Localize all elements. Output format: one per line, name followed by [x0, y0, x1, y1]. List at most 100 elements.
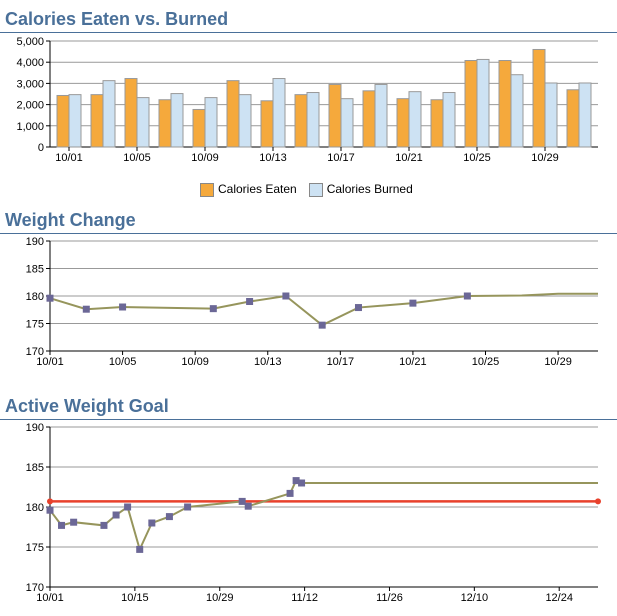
x-tick-label: 10/13	[259, 152, 287, 164]
bar-burned	[408, 91, 422, 148]
bar-burned	[306, 92, 320, 148]
bar-burned	[544, 82, 558, 148]
y-tick-label: 175	[26, 319, 44, 331]
bar-eaten	[498, 60, 512, 148]
bar-eaten	[192, 108, 206, 148]
y-tick-label: 5,000	[16, 36, 44, 48]
bar-burned	[238, 94, 252, 148]
bar-burned	[68, 94, 82, 148]
data-point	[318, 321, 326, 329]
chart-title-weight-change: Weight Change	[5, 210, 136, 230]
bar-burned	[510, 74, 524, 148]
x-tick-label: 10/09	[181, 356, 209, 368]
y-tick-label: 180	[26, 502, 44, 514]
y-tick-label: 185	[26, 462, 44, 474]
goal-endpoint	[47, 498, 53, 505]
data-point	[46, 294, 54, 302]
active-weight-goal-chart: 170 175 180 185 190 10/01 10/15 10/29 11/12 11/26…	[26, 422, 601, 604]
bar-eaten	[56, 94, 70, 148]
data-point	[148, 519, 156, 527]
title-divider	[0, 32, 617, 33]
x-tick-label: 12/24	[545, 592, 573, 604]
x-tick-label: 10/01	[36, 592, 64, 604]
x-tick-label: 10/21	[395, 152, 423, 164]
x-tick-label: 10/01	[36, 356, 64, 368]
legend-eaten: Calories Eaten	[200, 182, 297, 197]
x-tick-label: 10/29	[544, 356, 572, 368]
data-point	[136, 545, 144, 553]
y-tick-label: 3,000	[16, 78, 44, 90]
y-tick-label: 170	[26, 346, 44, 358]
data-point	[184, 503, 192, 511]
weight-line	[49, 292, 598, 327]
bar-eaten	[396, 98, 410, 148]
bar-burned	[136, 97, 150, 148]
data-point	[286, 489, 294, 497]
bar-burned	[102, 80, 116, 148]
data-point	[100, 521, 108, 529]
data-point	[282, 292, 290, 300]
bar-eaten	[328, 83, 342, 148]
x-tick-label: 12/10	[461, 592, 489, 604]
y-tick-label: 170	[26, 582, 44, 594]
bar-burned	[442, 92, 456, 148]
x-tick-label: 10/29	[206, 592, 234, 604]
y-tick-label: 0	[38, 142, 44, 154]
chart-title-calories: Calories Eaten vs. Burned	[5, 9, 229, 29]
y-tick-label: 175	[26, 542, 44, 554]
data-point	[46, 506, 54, 514]
goal-endpoint	[595, 498, 601, 505]
weight-change-chart: 170 175 180 185 190 10/01 10/05 10/09 10/13 10/17…	[26, 236, 598, 368]
y-tick-label: 4,000	[16, 57, 44, 69]
y-tick-label: 190	[26, 236, 44, 248]
bar-burned	[204, 97, 218, 148]
bar-burned	[476, 58, 490, 148]
x-tick-label: 10/09	[191, 152, 219, 164]
data-point	[119, 303, 127, 311]
legend-burned-label: Calories Burned	[326, 182, 413, 196]
x-tick-label: 10/01	[55, 152, 83, 164]
bar-eaten	[124, 78, 138, 148]
bar-eaten	[566, 89, 580, 148]
y-tick-label: 1,000	[16, 121, 44, 133]
x-tick-label: 10/25	[472, 356, 500, 368]
x-tick-label: 10/25	[463, 152, 491, 164]
bar-eaten	[362, 90, 376, 148]
bar-eaten	[90, 94, 104, 148]
y-tick-label: 190	[26, 422, 44, 434]
x-tick-label: 10/15	[121, 592, 149, 604]
data-point	[244, 502, 252, 510]
data-point	[58, 521, 66, 529]
x-tick-label: 11/12	[291, 592, 318, 604]
x-tick-label: 10/17	[327, 356, 355, 368]
x-tick-label: 10/13	[254, 356, 282, 368]
data-point	[165, 513, 173, 521]
x-tick-label: 10/05	[123, 152, 151, 164]
data-point	[463, 292, 471, 300]
y-tick-label: 2,000	[16, 100, 44, 112]
bar-eaten	[260, 100, 274, 148]
data-point	[246, 298, 254, 305]
bar-eaten	[226, 80, 240, 148]
title-divider	[0, 419, 617, 420]
data-point	[354, 304, 362, 312]
data-point	[409, 299, 417, 307]
bar-eaten	[430, 99, 444, 148]
bar-burned	[272, 78, 286, 148]
x-tick-label: 10/17	[327, 152, 355, 164]
bar-eaten	[464, 60, 478, 148]
chart-title-active-weight-goal: Active Weight Goal	[5, 396, 169, 416]
data-point	[70, 518, 78, 526]
data-point	[112, 511, 120, 519]
bar-eaten	[294, 94, 308, 148]
x-tick-label: 11/26	[376, 592, 403, 604]
bar-burned	[578, 82, 592, 148]
calories-bar-chart: 0 1,000 2,000 3,000 4,000 5,000 10/01 10/05 10/0…	[16, 36, 598, 164]
chart-legend: Calories Eaten Calories Burned	[200, 182, 413, 197]
bar-burned	[340, 98, 354, 148]
bar-eaten	[158, 99, 172, 148]
data-point	[82, 305, 90, 313]
x-tick-label: 10/21	[399, 356, 427, 368]
bar-burned	[170, 93, 184, 148]
data-point	[124, 503, 132, 511]
